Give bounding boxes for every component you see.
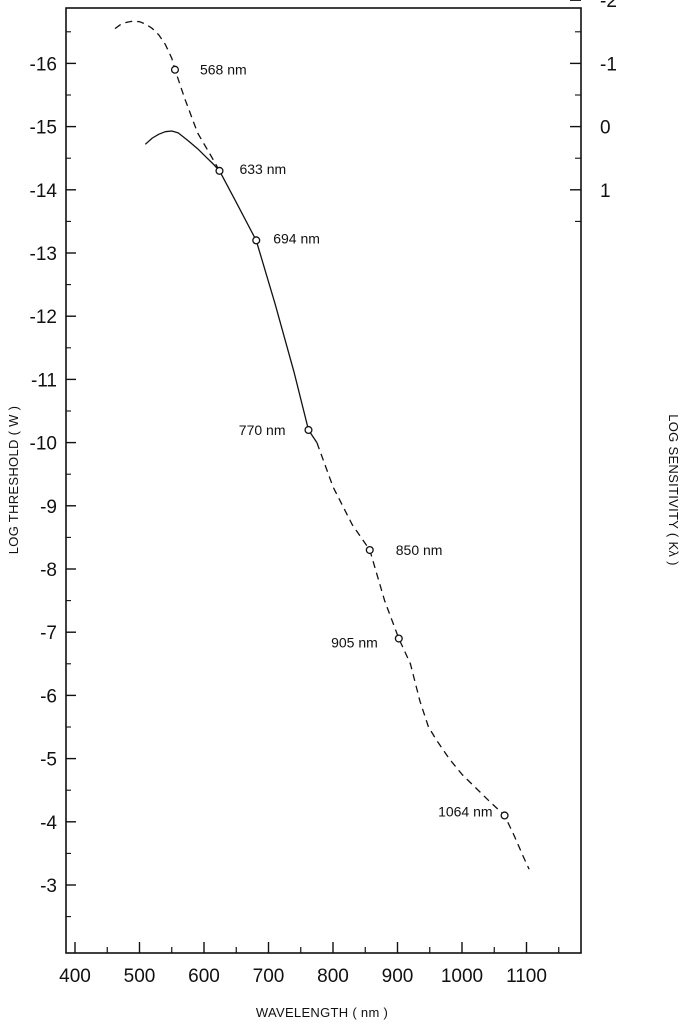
x-tick-label: 1100	[506, 966, 547, 987]
x-axis-title: WAVELENGTH ( nm )	[256, 1005, 388, 1020]
y-tick-label: -12	[30, 307, 57, 328]
y-tick-label: -10	[30, 434, 57, 455]
data-point	[365, 545, 374, 555]
data-point-label: 1064 nm	[438, 803, 492, 819]
y-tick-label: -15	[30, 118, 57, 139]
data-point-label: 633 nm	[239, 161, 286, 177]
data-point	[170, 65, 180, 74]
y2-tick-label: -2	[600, 0, 617, 12]
data-point	[215, 166, 224, 175]
points-layer: 568 nm 633 nm 694 nm 770 nm 850 nm 905 nm 1064…	[170, 62, 509, 820]
y-tick-label: -13	[30, 244, 57, 265]
axes-layer: 400 500 600 700 800 900 1000 1100 -3 -4 -5 -6 -7 -8 -9…	[30, 0, 617, 987]
y-tick-label: -16	[30, 54, 57, 75]
data-point	[304, 425, 313, 435]
x-tick-label: 500	[124, 966, 156, 987]
y-tick-label: -7	[40, 623, 57, 644]
y2-tick-label: 0	[600, 118, 611, 139]
y-tick-label: -6	[40, 686, 57, 707]
x-tick-label: 700	[253, 966, 285, 987]
y-tick-label: -4	[40, 813, 57, 834]
y-tick-label: -5	[40, 750, 57, 771]
y-tick-label: -14	[30, 181, 58, 202]
data-point-label: 568 nm	[200, 62, 247, 78]
data-point-label: 905 nm	[331, 635, 378, 651]
dashed-curve	[114, 20, 221, 172]
curves-layer	[114, 20, 530, 870]
data-point	[394, 634, 403, 643]
data-point-label: 770 nm	[239, 422, 286, 438]
solid-curve	[144, 130, 318, 443]
y-tick-label: -9	[40, 497, 57, 518]
x-tick-label: 800	[317, 966, 349, 987]
y-tick-label: -11	[31, 370, 57, 391]
x-tick-label: 600	[188, 966, 220, 987]
x-tick-label: 400	[59, 966, 91, 987]
y2-axis-title: LOG SENSITIVITY ( Kλ )	[666, 414, 681, 566]
plot-frame	[65, 7, 582, 954]
data-point	[252, 236, 261, 245]
x-tick-label: 1000	[441, 966, 483, 987]
y2-tick-label: -1	[600, 54, 617, 75]
y-tick-label: -3	[40, 876, 57, 897]
x-tick-label: 900	[382, 966, 414, 987]
y2-tick-label: 1	[600, 181, 611, 202]
y-axis-title: LOG THRESHOLD ( W )	[6, 406, 21, 554]
data-point	[500, 811, 509, 820]
dashed-curve	[316, 442, 530, 870]
data-point-label: 850 nm	[396, 542, 443, 558]
y-tick-label: -8	[40, 560, 57, 581]
data-point-label: 694 nm	[273, 230, 320, 246]
